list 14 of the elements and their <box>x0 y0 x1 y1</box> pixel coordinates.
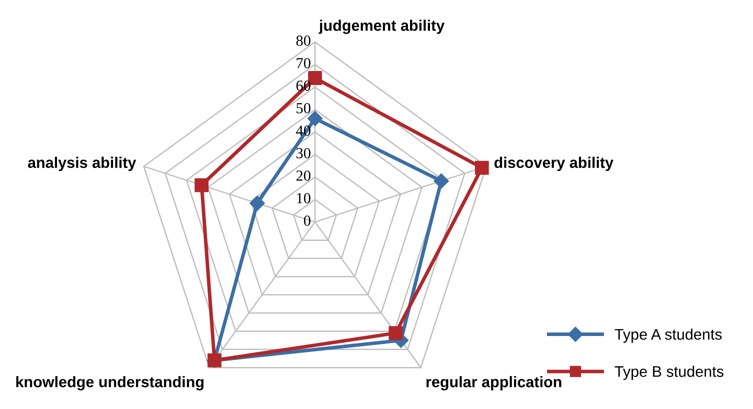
y-tick-label: 0 <box>304 216 310 226</box>
spoke-label: regular application <box>426 376 562 390</box>
y-tick-label: 50 <box>296 103 310 114</box>
legend-label: Type A students <box>614 328 722 343</box>
spoke-label: judgement ability <box>318 20 445 34</box>
spoke-label: discovery ability <box>494 156 614 172</box>
legend-label: Type B students <box>614 366 724 380</box>
y-tick-label: 10 <box>297 193 310 204</box>
y-tick-label: 70 <box>296 58 310 68</box>
y-tick-label: 30 <box>296 148 310 158</box>
spoke-label: knowledge understanding <box>16 376 204 390</box>
spoke-label: analysis ability <box>28 156 136 172</box>
y-tick-label: 80 <box>296 36 310 46</box>
y-tick-label: 20 <box>296 170 310 181</box>
